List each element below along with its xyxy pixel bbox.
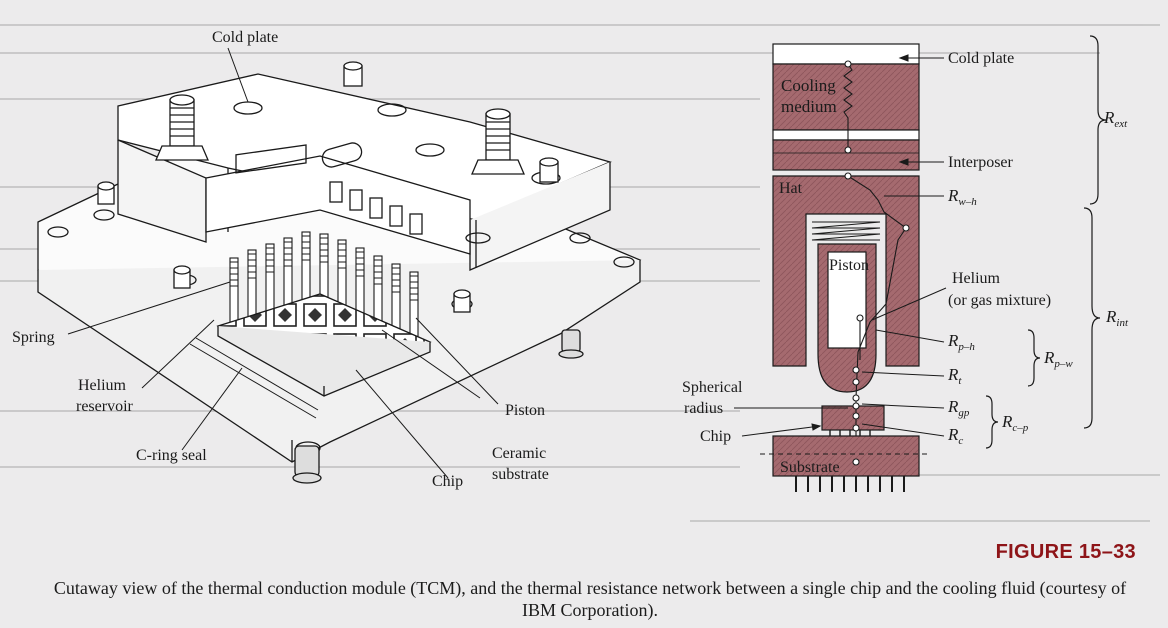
label-helium-reservoir-1: Helium [78,377,127,394]
label-helium-reservoir-2: reservoir [76,398,134,415]
resistance-path [843,60,910,466]
symbol-r-cp: Rc–p [1001,412,1029,434]
symbol-r-c: Rc [947,425,963,447]
label-spherical-radius-2: radius [684,400,723,417]
substrate-pins [795,476,905,492]
chip-bumps [829,430,871,436]
symbol-r-t: Rt [947,365,962,387]
brace-r-ext [1089,35,1107,205]
label-cooling-medium-1: Cooling [781,76,836,95]
symbol-r-pw: Rp–w [1043,348,1073,370]
chip-block [821,405,885,431]
symbol-r-ext: Rext [1103,108,1128,130]
label-spring: Spring [12,329,55,346]
figure-caption: Cutaway view of the thermal conduction m… [53,578,1127,620]
threaded-fittings [155,94,525,175]
symbol-r-ph: Rp–h [947,331,975,353]
resistance-symbols: Rext Rint Rw–h Rp–h Rt Rgp Rc Rp–w Rc–p [947,108,1129,447]
housing-cut-wall [205,155,471,255]
label-spherical-radius-1: Spherical [682,379,743,396]
housing-slots [235,144,423,235]
label-ceramic-substrate-1: Ceramic [492,445,546,462]
cutaway-text-labels: Cold plate Spring Helium reservoir C-rin… [12,29,549,490]
label-substrate: Substrate [780,459,840,476]
cutaway-leader-lines [67,47,499,479]
brace-r-int [1083,207,1101,429]
label-cooling-medium-2: medium [781,97,837,116]
label-interposer: Interposer [948,154,1014,171]
brace-r-cp [985,395,999,449]
label-piston-network: Piston [829,257,869,274]
label-helium-gas-1: Helium [952,270,1001,287]
piston-spring [811,221,881,241]
label-piston-cutaway: Piston [505,402,545,419]
label-chip-cutaway: Chip [432,473,463,490]
housing-front [117,139,207,243]
network-leader-lines [734,54,947,437]
symbol-r-gp: Rgp [947,397,970,419]
label-ceramic-substrate-2: substrate [492,466,549,483]
label-chip-network: Chip [700,428,731,445]
tcm-cutaway-drawing [37,61,642,484]
label-hat: Hat [779,180,803,197]
substrate-block [772,435,920,477]
symbol-r-int: Rint [1105,307,1129,329]
label-cold-plate-network: Cold plate [948,50,1014,67]
interposer-block [772,139,920,171]
figure-number: FIGURE 15–33 [995,541,1136,563]
resistance-braces [985,35,1107,449]
top-studs [97,61,559,313]
cold-plate-block [772,43,920,65]
label-helium-gas-2: (or gas mixture) [948,292,1051,309]
symbol-r-wh: Rw–h [947,186,977,208]
label-c-ring-seal: C-ring seal [136,447,207,464]
module-feet [292,329,584,484]
network-text-labels: Cold plate Cooling medium Interposer Hat… [682,50,1051,476]
brace-r-pw [1027,329,1041,387]
label-cold-plate-cutaway: Cold plate [212,29,278,46]
